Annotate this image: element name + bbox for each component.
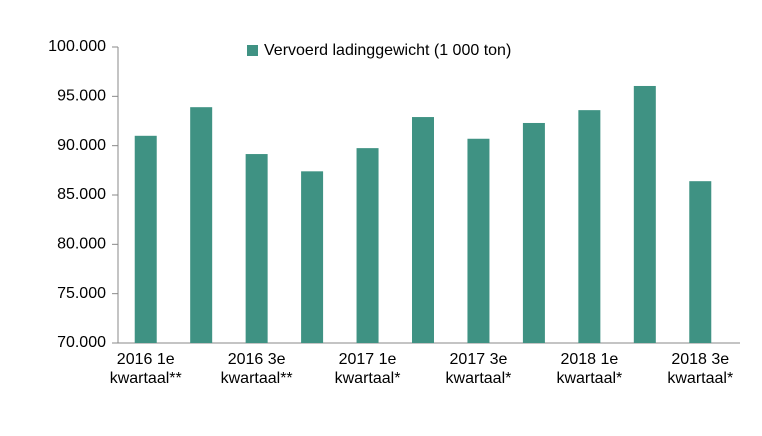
x-tick-label: 2018 1e kwartaal* (556, 351, 623, 387)
bar (245, 154, 268, 343)
bar (301, 171, 324, 343)
y-tick-label: 70.000 (57, 334, 106, 351)
x-tick-label: 2017 3e kwartaal* (445, 351, 512, 387)
x-tick-label: 2016 3e kwartaal** (220, 351, 293, 387)
bar (467, 138, 490, 343)
bar (578, 110, 601, 343)
x-tick-label: 2018 3e kwartaal* (667, 351, 734, 387)
y-tick-label: 85.000 (57, 186, 106, 203)
x-tick-label: 2016 1e kwartaal** (109, 351, 182, 387)
bar (190, 107, 213, 343)
y-tick-label: 100.000 (48, 38, 106, 55)
bar (522, 122, 545, 344)
bar (689, 181, 712, 343)
bar (633, 85, 656, 344)
legend-label: Vervoerd ladinggewicht (1 000 ton) (264, 42, 511, 59)
y-tick-label: 80.000 (57, 236, 106, 253)
y-tick-label: 90.000 (57, 137, 106, 154)
bar (356, 148, 379, 343)
legend-swatch (247, 45, 258, 56)
y-tick-label: 75.000 (57, 285, 106, 302)
bar (412, 117, 434, 343)
bar (134, 135, 157, 343)
x-tick-label: 2017 1e kwartaal* (334, 351, 401, 387)
y-tick-label: 95.000 (57, 88, 106, 105)
